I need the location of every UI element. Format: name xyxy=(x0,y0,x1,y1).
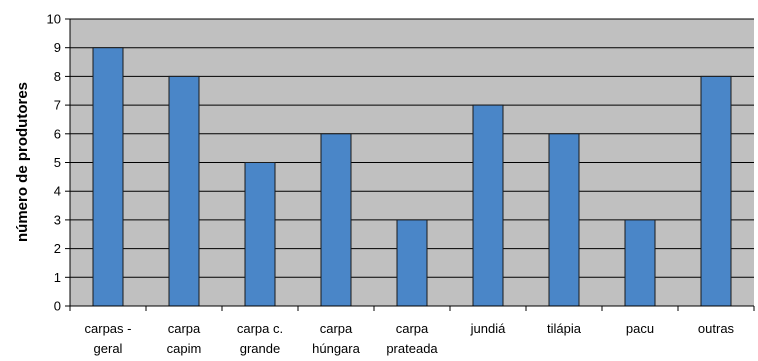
x-category-label: pacu xyxy=(626,321,654,336)
x-category-label: geral xyxy=(94,341,123,356)
bar xyxy=(168,75,200,307)
x-category-label: carpa xyxy=(168,321,201,336)
y-tick-label: 3 xyxy=(54,212,61,227)
y-tick-label: 10 xyxy=(47,12,61,27)
y-tick-label: 0 xyxy=(54,299,61,314)
bar xyxy=(396,219,428,307)
bar xyxy=(244,162,276,307)
y-tick-label: 6 xyxy=(54,126,61,141)
y-tick-label: 8 xyxy=(54,69,61,84)
x-category-label: grande xyxy=(240,341,280,356)
x-category-label: tilápia xyxy=(547,321,582,336)
bar xyxy=(320,133,352,307)
bar xyxy=(472,104,504,307)
bar xyxy=(700,75,732,307)
x-category-label: carpa xyxy=(320,321,353,336)
y-tick-label: 7 xyxy=(54,98,61,113)
y-tick-label: 9 xyxy=(54,40,61,55)
y-axis-title: número de produtores xyxy=(14,82,31,242)
y-tick-label: 2 xyxy=(54,241,61,256)
x-axis-categories: carpas - geral carpa capim carpa c. grande car… xyxy=(69,306,755,356)
x-category-label: jundiá xyxy=(470,321,506,336)
y-tick-label: 5 xyxy=(54,155,61,170)
x-category-label: carpas - xyxy=(85,321,132,336)
x-category-label: húngara xyxy=(312,341,360,356)
bar xyxy=(548,133,580,307)
x-category-label: carpa xyxy=(396,321,429,336)
y-tick-label: 4 xyxy=(54,184,61,199)
x-category-label: carpa c. xyxy=(237,321,283,336)
y-axis-ticks: 0 1 2 3 4 5 6 7 8 9 10 xyxy=(47,12,70,314)
x-category-label: capim xyxy=(167,341,202,356)
bars xyxy=(92,47,732,307)
x-category-label: prateada xyxy=(386,341,438,356)
x-category-label: outras xyxy=(698,321,735,336)
y-tick-label: 1 xyxy=(54,270,61,285)
bar xyxy=(624,219,656,307)
bar xyxy=(92,47,124,307)
